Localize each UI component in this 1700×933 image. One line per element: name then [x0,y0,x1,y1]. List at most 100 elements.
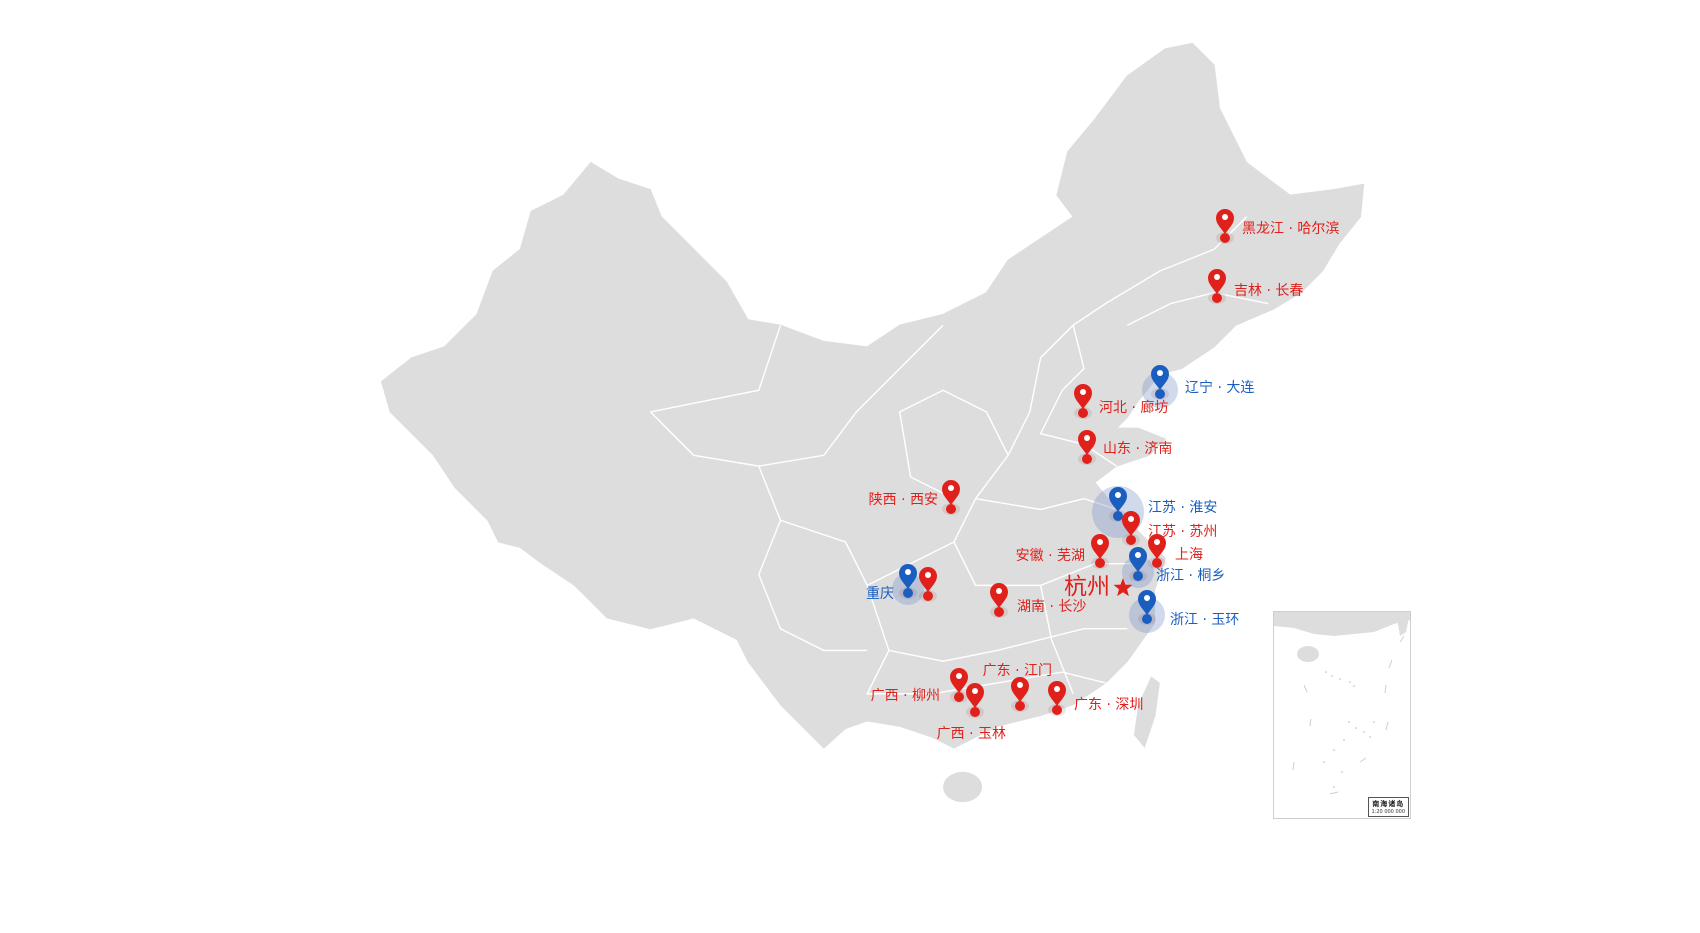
pin-hole [925,572,931,578]
marker-label: 广西 · 柳州 [870,688,940,704]
map-pin-icon [1091,534,1109,559]
pin-base [1082,454,1092,464]
map-pin-icon [1216,209,1234,234]
marker-red[interactable] [942,480,960,515]
map-pin-icon [966,683,984,708]
marker-red[interactable] [919,567,937,602]
pin-base [994,607,1004,617]
map-pin-icon [1129,547,1147,572]
map-pin-icon [950,668,968,693]
inset-title: 南海诸岛 [1372,800,1405,808]
marker-label: 河北 · 廊坊 [1099,400,1169,416]
inset-scale: 1:20 000 000 [1371,809,1406,815]
marker-red[interactable] [950,668,968,703]
map-pin-icon [1208,269,1226,294]
pin-hole [1054,686,1060,692]
province-borders [649,216,1269,695]
pin-base [1152,558,1162,568]
pin-base [1078,408,1088,418]
pin-hole [1080,389,1086,395]
pin-base [970,707,980,717]
pin-hole [1154,539,1160,545]
marker-blue[interactable] [1092,486,1144,538]
marker-label: 广东 · 深圳 [1074,697,1144,713]
map-pin-icon [990,583,1008,608]
marker-label: 浙江 · 桐乡 [1156,568,1226,584]
pin-hole [1157,370,1163,376]
marker-red[interactable] [1208,269,1226,304]
marker-label: 黑龙江 · 哈尔滨 [1242,221,1340,237]
south-china-sea-inset: 南海诸岛 1:20 000 000 [1273,611,1411,819]
marker-label: 湖南 · 长沙 [1017,599,1087,615]
pin-hole [1222,214,1228,220]
pin-hole [956,673,962,679]
map-pin-icon [1048,681,1066,706]
pin-base [1015,701,1025,711]
pin-hole [996,588,1002,594]
map-pin-icon [1011,677,1029,702]
map-pin-icon [1138,590,1156,615]
marker-label: 浙江 · 玉环 [1170,612,1240,628]
pin-hole [972,688,978,694]
pin-base [1126,535,1136,545]
map-pin-icon [1074,384,1092,409]
pin-hole [1144,595,1150,601]
marker-red[interactable] [1148,534,1166,569]
pin-hole [1135,552,1141,558]
marker-label: 吉林 · 长春 [1234,283,1304,299]
marker-red[interactable] [1122,511,1140,546]
map-pin-icon [1150,364,1169,390]
marker-red[interactable] [966,683,984,718]
pin-base [1095,558,1105,568]
marker-label: 江苏 · 淮安 [1148,500,1218,516]
taiwan-island [1133,676,1160,748]
pin-hole [948,485,954,491]
pin-base [1113,511,1123,521]
pin-hole [1017,682,1023,688]
pin-base [946,504,956,514]
pin-base [1155,389,1165,399]
pin-hole [1084,435,1090,441]
map-pin-icon [1122,511,1140,536]
marker-blue[interactable] [1142,364,1178,408]
pin-base [954,692,964,702]
map-pin-icon [919,567,937,592]
marker-red[interactable] [1091,534,1109,569]
inset-map [1274,612,1410,795]
marker-label: 辽宁 · 大连 [1185,380,1255,396]
marker-label: 山东 · 济南 [1103,441,1173,457]
marker-label: 陕西 · 西安 [868,492,938,508]
pin-base [1133,571,1143,581]
marker-label: 广西 · 玉林 [936,726,1006,742]
marker-red[interactable] [1078,430,1096,465]
pin-hole [1097,539,1103,545]
marker-red[interactable] [1216,209,1234,244]
map-pin-icon [1078,430,1096,455]
pin-base [923,591,933,601]
pin-hole [905,569,911,575]
star-icon[interactable] [1113,578,1133,597]
marker-blue[interactable] [892,564,924,605]
marker-label: 上海 [1175,547,1203,563]
pin-base [1052,705,1062,715]
marker-blue[interactable] [1129,590,1165,633]
marker-red[interactable] [990,583,1008,618]
map-pin-icon [1148,534,1166,559]
marker-blue[interactable] [1122,547,1154,588]
marker-label: 广东 · 江门 [982,663,1052,679]
pin-hole [1128,516,1134,522]
map-pin-icon [942,480,960,505]
pin-base [1142,614,1152,624]
marker-red[interactable] [1011,677,1029,712]
headquarters-label: 杭州 [1064,574,1110,600]
marker-red[interactable] [1074,384,1092,419]
pin-hole [1115,492,1121,498]
map-pin-icon [899,564,917,589]
pin-base [1220,233,1230,243]
inset-legend: 南海诸岛 1:20 000 000 [1367,797,1409,817]
marker-label: 重庆 [866,586,894,602]
marker-label: 江苏 · 苏州 [1148,524,1218,540]
map-pin-icon [1109,487,1127,512]
marker-red[interactable] [1048,681,1066,716]
